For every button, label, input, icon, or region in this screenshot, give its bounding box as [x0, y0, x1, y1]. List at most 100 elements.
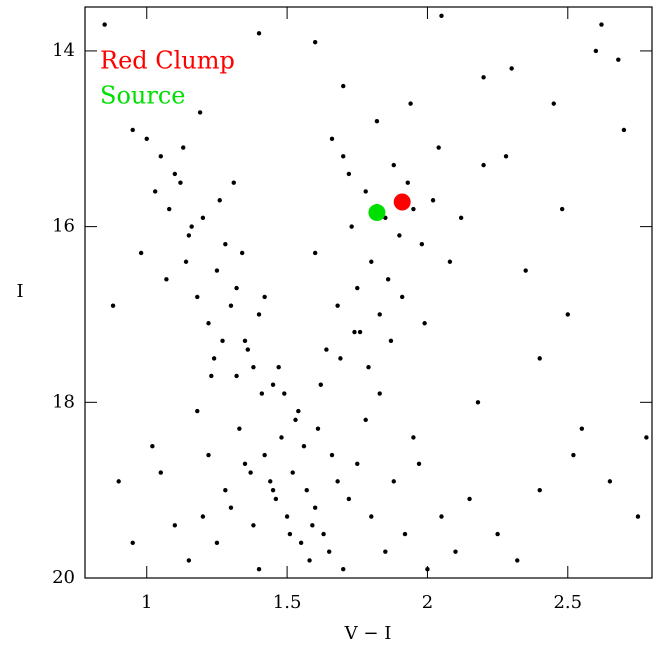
- star-point: [399, 294, 405, 300]
- star-point: [453, 549, 458, 554]
- star-point: [195, 408, 200, 414]
- star-point: [110, 303, 116, 308]
- star-point: [116, 479, 121, 484]
- star-point: [270, 487, 276, 493]
- star-point: [411, 206, 416, 212]
- star-point: [223, 487, 228, 493]
- star-point: [214, 540, 220, 546]
- star-point: [293, 417, 298, 423]
- highlight-point: [393, 193, 411, 211]
- star-point: [290, 470, 295, 475]
- star-point: [234, 373, 239, 379]
- star-point: [425, 567, 430, 572]
- star-point: [419, 241, 425, 247]
- star-point: [228, 505, 234, 510]
- star-point: [200, 215, 206, 221]
- star-point: [211, 356, 217, 361]
- star-point: [268, 479, 273, 484]
- star-point: [616, 57, 621, 62]
- star-point: [369, 514, 374, 519]
- star-point: [324, 347, 329, 352]
- star-point: [220, 338, 225, 344]
- star-point: [411, 435, 416, 440]
- star-point: [335, 303, 340, 308]
- star-point: [312, 250, 318, 256]
- star-point: [183, 259, 189, 264]
- star-point: [296, 408, 301, 414]
- star-point: [234, 285, 239, 291]
- star-point: [458, 215, 464, 221]
- star-point: [262, 294, 267, 300]
- y-axis-label: I: [16, 281, 23, 302]
- star-point: [430, 198, 436, 203]
- star-point: [475, 400, 481, 405]
- star-point: [150, 444, 155, 449]
- y-tick-label: 14: [52, 40, 75, 61]
- star-point: [341, 567, 346, 572]
- star-point: [346, 496, 352, 502]
- star-point: [270, 382, 276, 387]
- star-point: [607, 479, 613, 484]
- star-point: [537, 487, 542, 493]
- star-point: [315, 426, 321, 431]
- star-point: [197, 110, 203, 115]
- y-tick-label: 20: [52, 567, 75, 588]
- star-point: [397, 233, 402, 238]
- star-point: [130, 127, 135, 133]
- x-tick-label: 1.5: [273, 592, 302, 613]
- star-point: [144, 136, 149, 141]
- star-point: [523, 268, 528, 273]
- y-tick-label: 18: [52, 391, 75, 412]
- star-point: [346, 171, 352, 177]
- star-point: [209, 373, 214, 379]
- star-point: [231, 180, 236, 185]
- star-point: [206, 452, 211, 458]
- star-point: [248, 470, 253, 475]
- star-point: [284, 514, 290, 519]
- star-point: [321, 531, 326, 537]
- star-point: [256, 567, 262, 572]
- star-point: [402, 531, 408, 537]
- star-point: [565, 312, 570, 317]
- star-point: [301, 444, 307, 449]
- star-point: [447, 259, 453, 264]
- star-point: [237, 426, 242, 431]
- star-point: [279, 435, 284, 440]
- star-point: [228, 303, 234, 308]
- star-point: [635, 514, 641, 519]
- star-point: [537, 356, 542, 361]
- star-point: [391, 162, 396, 168]
- star-point: [439, 514, 444, 519]
- x-tick-label: 2.5: [553, 592, 582, 613]
- star-point: [158, 470, 163, 475]
- star-point: [369, 259, 374, 264]
- star-point: [256, 31, 262, 36]
- star-point: [599, 22, 604, 27]
- star-point: [467, 496, 472, 502]
- star-point: [172, 523, 178, 528]
- star-point: [312, 505, 318, 510]
- star-point: [186, 233, 192, 238]
- star-point: [239, 250, 245, 256]
- star-point: [307, 558, 312, 563]
- star-point: [130, 540, 135, 546]
- x-tick-label: 1: [141, 592, 152, 613]
- star-point: [481, 75, 486, 80]
- star-point: [341, 83, 346, 89]
- y-tick-label: 16: [52, 216, 75, 237]
- star-point: [571, 452, 576, 458]
- star-point: [377, 391, 382, 396]
- star-point: [436, 145, 441, 150]
- star-point: [242, 338, 248, 344]
- star-point: [304, 487, 309, 493]
- star-point: [341, 154, 346, 159]
- star-point: [158, 154, 163, 159]
- star-point: [377, 312, 382, 317]
- star-point: [287, 531, 293, 537]
- star-point: [352, 329, 357, 335]
- star-point: [363, 189, 368, 194]
- star-point: [259, 391, 265, 396]
- legend-label: Source: [100, 82, 185, 110]
- star-point: [310, 523, 315, 528]
